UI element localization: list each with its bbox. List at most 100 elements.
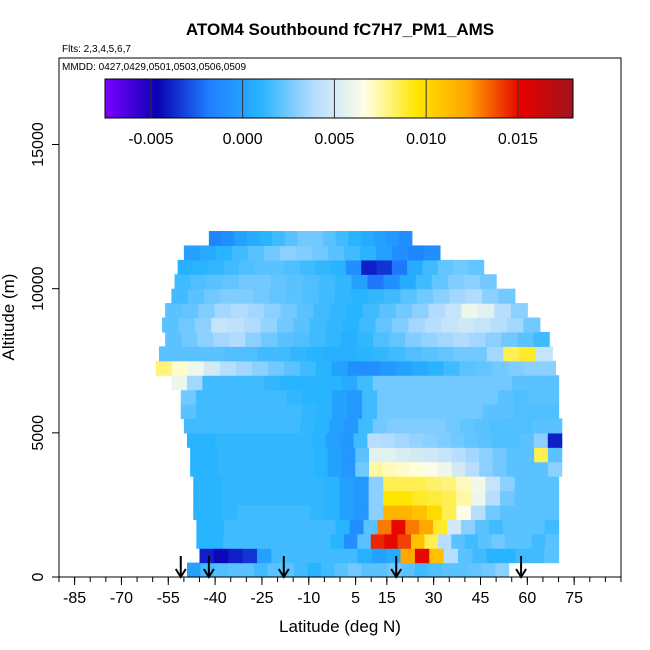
- heatmap-cell: [326, 375, 343, 391]
- heatmap-cell: [280, 504, 297, 520]
- heatmap-cell: [544, 548, 560, 564]
- heatmap-cell: [367, 288, 385, 304]
- heatmap-cell: [422, 404, 439, 420]
- heatmap-cell: [447, 274, 465, 290]
- heatmap-cell: [208, 346, 226, 362]
- heatmap-cell: [416, 418, 432, 434]
- heatmap-cell: [372, 346, 389, 362]
- heatmap-cell: [222, 476, 238, 492]
- heatmap-cell: [386, 548, 402, 564]
- heatmap-cell: [251, 490, 267, 506]
- heatmap-cell: [309, 317, 327, 333]
- heatmap-cell: [322, 346, 340, 362]
- heatmap-cell: [520, 447, 535, 463]
- heatmap-cell: [456, 490, 472, 506]
- heatmap-cell: [299, 360, 317, 376]
- y-axis-label: Altitude (m): [0, 274, 18, 361]
- heatmap-cell: [368, 504, 384, 520]
- heatmap-cell: [450, 432, 466, 448]
- heatmap-cell: [269, 288, 287, 304]
- heatmap-cell: [422, 389, 439, 405]
- heatmap-cell: [277, 317, 295, 333]
- heatmap-cell: [410, 461, 425, 477]
- heatmap-cell: [285, 548, 301, 564]
- heatmap-cell: [198, 418, 214, 434]
- heatmap-cell: [245, 447, 260, 463]
- heatmap-cell: [341, 447, 356, 463]
- heatmap-cell: [397, 476, 414, 492]
- heatmap-cell: [280, 476, 297, 492]
- heatmap-cell: [214, 303, 232, 319]
- heatmap-cell: [279, 375, 296, 391]
- heatmap-cell: [319, 274, 336, 290]
- heatmap-cell: [196, 533, 211, 549]
- heatmap-cell: [529, 490, 545, 506]
- heatmap-cell: [492, 447, 508, 463]
- heatmap-cell: [474, 519, 490, 535]
- x-tick-label: 75: [565, 590, 583, 607]
- heatmap-cell: [234, 231, 248, 247]
- heatmap-cell: [396, 447, 411, 463]
- heatmap-cell: [227, 317, 245, 333]
- colorbar-tick-label: 0.010: [406, 131, 446, 148]
- heatmap-cell: [180, 404, 197, 420]
- heatmap-cell: [519, 346, 537, 362]
- heatmap-cell: [210, 404, 227, 420]
- heatmap-cell: [310, 476, 326, 492]
- heatmap-cell: [412, 504, 428, 520]
- heatmap-cell: [215, 245, 233, 261]
- heatmap-cell: [343, 245, 361, 261]
- heatmap-cell: [430, 418, 447, 434]
- heatmap-cell: [204, 288, 222, 304]
- heatmap-cell: [254, 562, 269, 578]
- heatmap-cell: [187, 288, 205, 304]
- heatmap-cell: [358, 418, 374, 434]
- heatmap-cell: [383, 490, 399, 506]
- heatmap-cell: [270, 432, 285, 448]
- heatmap-cell: [386, 231, 400, 247]
- x-tick-label: 15: [378, 590, 396, 607]
- heatmap-cell: [203, 360, 221, 376]
- heatmap-cell: [464, 533, 479, 549]
- heatmap-cell: [368, 476, 384, 492]
- heatmap-cell: [490, 317, 508, 333]
- heatmap-cell: [224, 519, 239, 535]
- heatmap-cell: [517, 331, 534, 347]
- heatmap-cell: [395, 360, 413, 376]
- heatmap-cell: [316, 389, 333, 405]
- heatmap-cell: [407, 389, 424, 405]
- heatmap-cell: [441, 562, 456, 578]
- heatmap-cell: [545, 533, 560, 549]
- heatmap-cell: [193, 504, 209, 520]
- heatmap-cell: [427, 504, 443, 520]
- heatmap-cell: [403, 375, 420, 391]
- heatmap-cell: [318, 288, 336, 304]
- heatmap-cell: [313, 461, 329, 477]
- heatmap-cell: [533, 331, 550, 347]
- heatmap-cell: [353, 504, 370, 520]
- heatmap-cell: [407, 245, 425, 261]
- heatmap-cell: [227, 562, 242, 578]
- heatmap-cell: [284, 432, 299, 448]
- heatmap-cell: [362, 404, 378, 420]
- y-tick-label: 10000: [30, 266, 47, 311]
- heatmap-cell: [410, 447, 425, 463]
- heatmap-cell: [330, 259, 347, 275]
- heatmap-cell: [300, 447, 315, 463]
- heatmap-cell: [401, 418, 417, 434]
- heatmap-cell: [437, 331, 454, 347]
- heatmap-cell: [421, 331, 438, 347]
- heatmap-cell: [301, 389, 318, 405]
- heatmap-cell: [373, 331, 390, 347]
- heatmap-cell: [465, 447, 480, 463]
- heatmap-cell: [397, 504, 414, 520]
- heatmap-cell: [303, 533, 318, 549]
- heatmap-cell: [437, 389, 454, 405]
- heatmap-cell: [486, 548, 502, 564]
- heatmap-cell: [475, 360, 493, 376]
- heatmap-cell: [254, 274, 272, 290]
- arrow-head: [390, 568, 403, 579]
- heatmap-cell: [267, 562, 282, 578]
- heatmap-cell: [295, 490, 311, 506]
- heatmap-cell: [489, 418, 505, 434]
